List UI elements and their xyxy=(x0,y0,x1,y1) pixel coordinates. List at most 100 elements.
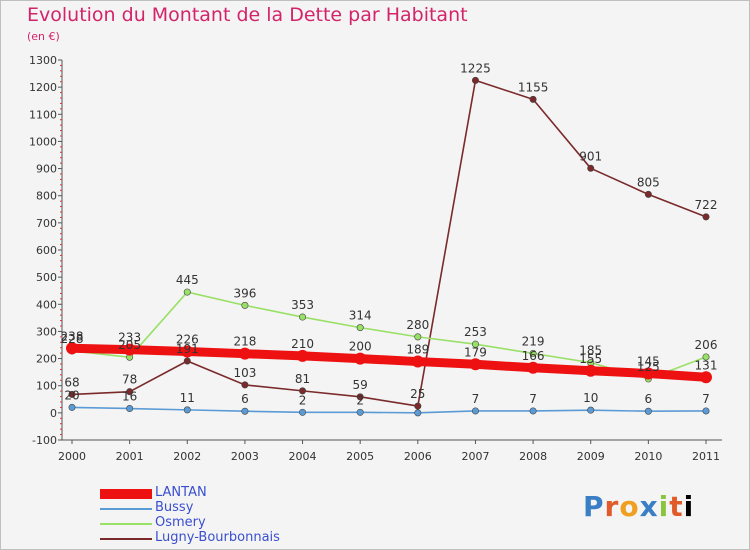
series-line-lugny-bourbonnais xyxy=(71,79,707,407)
y-tick-label: 500 xyxy=(36,271,57,284)
data-label: 280 xyxy=(406,318,429,332)
data-point xyxy=(356,408,364,416)
data-point xyxy=(527,361,540,374)
data-label: 226 xyxy=(176,333,199,347)
data-point xyxy=(587,406,595,414)
legend-label: Bussy xyxy=(155,500,194,515)
data-label: 6 xyxy=(241,392,249,406)
data-point xyxy=(529,95,537,103)
data-point xyxy=(126,388,134,396)
x-tick-label: 2007 xyxy=(461,450,489,463)
data-label: 185 xyxy=(579,344,602,358)
data-label: 233 xyxy=(118,331,141,345)
data-label: 805 xyxy=(637,175,660,189)
x-tick-label: 2010 xyxy=(634,450,662,463)
series-line-lantan xyxy=(67,343,711,382)
data-label: 200 xyxy=(349,340,372,354)
legend-swatch xyxy=(100,507,152,510)
data-point xyxy=(414,333,422,341)
data-label: 1225 xyxy=(460,61,491,75)
data-point xyxy=(181,345,194,358)
y-tick-label: 700 xyxy=(36,217,57,230)
x-tick-label: 2003 xyxy=(231,450,259,463)
y-tick-label: 600 xyxy=(36,244,57,257)
legend-label: Lugny-Bourbonnais xyxy=(155,530,280,545)
y-tick-label: -100 xyxy=(32,434,57,447)
data-point xyxy=(123,343,136,356)
data-label: 78 xyxy=(122,373,137,387)
data-label: 238 xyxy=(61,329,84,343)
data-point xyxy=(68,403,76,411)
y-tick-label: 800 xyxy=(36,190,57,203)
chart-title: Evolution du Montant de la Dette par Hab… xyxy=(27,4,468,26)
x-tick-label: 2004 xyxy=(289,450,317,463)
data-point xyxy=(299,408,307,416)
x-tick-label: 2002 xyxy=(173,450,201,463)
data-point xyxy=(183,288,191,296)
data-label: 11 xyxy=(180,391,195,405)
data-label: 6 xyxy=(645,392,653,406)
data-label: 206 xyxy=(695,338,718,352)
data-label: 59 xyxy=(353,378,368,392)
y-tick-label: 0 xyxy=(50,407,57,420)
chart-subtitle: (en €) xyxy=(27,30,60,43)
data-point xyxy=(66,342,78,355)
data-label: 10 xyxy=(583,391,598,405)
data-label: 125 xyxy=(637,360,660,374)
legend-swatch xyxy=(100,537,152,540)
data-label: 155 xyxy=(579,352,602,366)
data-point xyxy=(584,364,597,377)
data-label: 7 xyxy=(702,392,710,406)
data-label: 218 xyxy=(233,335,256,349)
data-point xyxy=(411,355,424,368)
data-point xyxy=(642,367,655,380)
legend-label: LANTAN xyxy=(155,485,207,500)
data-point xyxy=(356,324,364,332)
data-label: 7 xyxy=(529,392,537,406)
data-label: 396 xyxy=(233,286,256,300)
data-point xyxy=(644,407,652,415)
data-label: 179 xyxy=(464,345,487,359)
data-label: 219 xyxy=(522,334,545,348)
data-point xyxy=(414,402,422,410)
y-tick-label: 900 xyxy=(36,163,57,176)
y-tick-label: 400 xyxy=(36,298,57,311)
legend-swatch xyxy=(100,488,152,499)
data-label: 68 xyxy=(64,375,79,389)
data-label: 901 xyxy=(579,149,602,163)
data-point xyxy=(471,340,479,348)
data-point xyxy=(241,301,249,309)
data-label: 103 xyxy=(233,366,256,380)
data-label: 353 xyxy=(291,298,314,312)
series-line-bussy xyxy=(71,406,707,414)
legend-label: Osmery xyxy=(155,515,206,530)
data-label: 722 xyxy=(695,198,718,212)
data-point xyxy=(702,353,710,361)
data-point xyxy=(471,76,479,84)
y-tick-label: 1300 xyxy=(29,54,57,67)
y-tick-label: 1100 xyxy=(29,108,57,121)
data-point xyxy=(238,347,251,360)
data-label: 189 xyxy=(406,343,429,357)
y-tick-label: 1200 xyxy=(29,81,57,94)
data-label: 2 xyxy=(356,393,364,407)
x-tick-label: 2011 xyxy=(692,450,720,463)
data-point xyxy=(414,409,422,417)
data-point xyxy=(529,349,537,357)
data-label: 314 xyxy=(349,309,372,323)
data-point xyxy=(587,164,595,172)
data-point xyxy=(702,407,710,415)
data-point xyxy=(354,352,367,365)
data-point xyxy=(469,358,482,371)
data-label: 20 xyxy=(64,388,79,402)
x-tick-label: 2006 xyxy=(404,450,432,463)
data-label: 228 xyxy=(61,332,84,346)
data-label: 205 xyxy=(118,338,141,352)
data-point xyxy=(702,213,710,221)
data-label: 7 xyxy=(472,392,480,406)
data-label: 445 xyxy=(176,273,199,287)
data-point xyxy=(299,313,307,321)
data-point xyxy=(299,387,307,395)
